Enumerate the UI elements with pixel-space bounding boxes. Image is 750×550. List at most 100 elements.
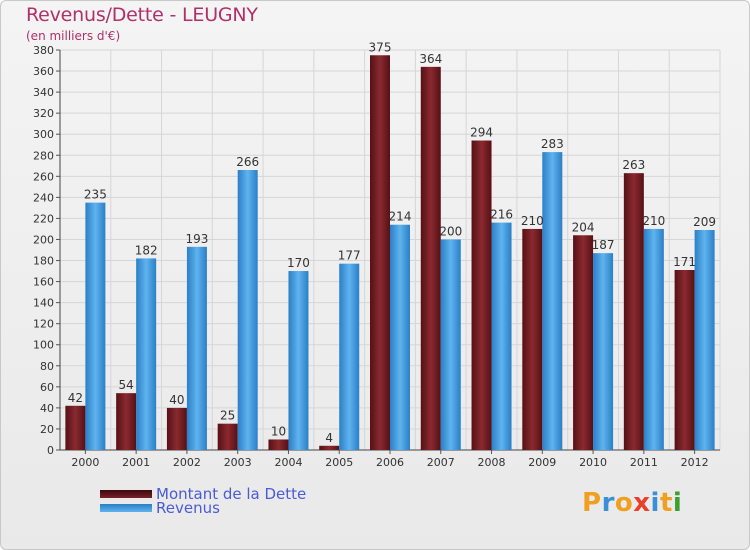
y-tick-label: 200 xyxy=(33,233,54,246)
legend-swatch-revenus xyxy=(100,504,152,512)
data-label-revenus: 187 xyxy=(592,238,615,252)
bar-dette xyxy=(420,66,441,450)
y-tick-label: 120 xyxy=(33,318,54,331)
bar-dette xyxy=(217,423,238,450)
bar-revenus xyxy=(237,170,258,450)
x-tick-label: 2003 xyxy=(224,456,252,469)
bar-dette xyxy=(116,393,137,450)
bar-revenus xyxy=(85,202,106,450)
data-label-dette: 42 xyxy=(68,391,83,405)
bar-revenus xyxy=(491,222,512,450)
chart-subtitle: (en milliers d'€) xyxy=(26,29,121,43)
data-label-revenus: 200 xyxy=(439,224,462,238)
x-tick-label: 2004 xyxy=(274,456,302,469)
legend-swatch-dette xyxy=(100,490,152,498)
bars xyxy=(65,55,715,451)
bar-dette xyxy=(674,270,695,450)
bar-dette xyxy=(166,407,187,450)
data-label-revenus: 193 xyxy=(185,232,208,246)
y-tick-label: 20 xyxy=(40,423,54,436)
data-label-revenus: 209 xyxy=(693,215,716,229)
data-label-revenus: 182 xyxy=(135,243,158,257)
data-label-dette: 171 xyxy=(673,255,696,269)
x-tick-label: 2000 xyxy=(71,456,99,469)
x-tick-label: 2007 xyxy=(427,456,455,469)
logo-letter: r xyxy=(601,488,615,518)
bar-revenus xyxy=(440,239,461,450)
x-tick-label: 2002 xyxy=(173,456,201,469)
bar-revenus xyxy=(593,253,614,450)
y-tick-label: 60 xyxy=(40,381,54,394)
data-label-revenus: 214 xyxy=(389,210,412,224)
logo-letter: i xyxy=(650,488,660,518)
data-label-revenus: 177 xyxy=(338,249,361,263)
bar-revenus xyxy=(288,271,309,450)
bar-revenus xyxy=(186,246,207,450)
logo-letter: x xyxy=(633,488,651,518)
data-label-revenus: 210 xyxy=(642,214,665,228)
y-tick-label: 40 xyxy=(40,402,54,415)
bar-dette xyxy=(623,173,644,450)
data-label-dette: 10 xyxy=(271,424,286,438)
bar-dette xyxy=(522,228,543,450)
data-label-dette: 204 xyxy=(572,220,595,234)
data-label-revenus: 216 xyxy=(490,208,513,222)
x-tick-label: 2008 xyxy=(478,456,506,469)
y-tick-label: 300 xyxy=(33,128,54,141)
legend-label-dette: Montant de la Dette xyxy=(156,485,307,503)
data-label-revenus: 235 xyxy=(84,188,107,202)
y-tick-label: 160 xyxy=(33,276,54,289)
y-tick-label: 380 xyxy=(33,44,54,57)
y-tick-label: 320 xyxy=(33,107,54,120)
proxiti-logo: Proxiti xyxy=(582,488,682,518)
bar-dette xyxy=(65,405,86,450)
bar-revenus xyxy=(694,230,715,450)
data-label-dette: 375 xyxy=(369,40,392,54)
data-label-dette: 364 xyxy=(419,52,442,66)
y-tick-label: 180 xyxy=(33,255,54,268)
y-tick-label: 240 xyxy=(33,191,54,204)
x-tick-label: 2009 xyxy=(528,456,556,469)
y-tick-label: 80 xyxy=(40,360,54,373)
bar-revenus xyxy=(339,263,360,450)
data-label-dette: 25 xyxy=(220,409,235,423)
x-tick-label: 2006 xyxy=(376,456,404,469)
logo-letter: i xyxy=(672,488,683,518)
logo-letter: t xyxy=(659,488,673,518)
data-label-dette: 54 xyxy=(119,378,134,392)
data-labels: 42 235 54 182 40 193 25 266 10 170 4 177 375 214 364 20… xyxy=(68,40,716,445)
data-label-dette: 210 xyxy=(521,214,544,228)
bar-revenus xyxy=(390,224,410,450)
y-tick-label: 260 xyxy=(33,170,54,183)
data-label-dette: 40 xyxy=(169,393,184,407)
bar-dette xyxy=(573,235,594,450)
y-tick-label: 0 xyxy=(47,444,54,457)
y-tick-label: 340 xyxy=(33,86,54,99)
bar-dette xyxy=(268,439,289,450)
y-tick-label: 280 xyxy=(33,149,54,162)
data-label-revenus: 283 xyxy=(541,137,564,151)
bar-dette xyxy=(370,55,390,451)
x-tick-label: 2001 xyxy=(122,456,150,469)
data-label-revenus: 170 xyxy=(287,256,310,270)
data-label-dette: 294 xyxy=(470,126,493,140)
logo-letter: o xyxy=(614,488,634,518)
bar-revenus xyxy=(136,258,157,450)
data-label-revenus: 266 xyxy=(236,155,259,169)
data-label-dette: 263 xyxy=(622,158,645,172)
legend-item-revenus: Revenus xyxy=(100,499,220,517)
x-tick-label: 2005 xyxy=(325,456,353,469)
x-tick-label: 2012 xyxy=(681,456,709,469)
y-tick-label: 100 xyxy=(33,339,54,352)
data-label-dette: 4 xyxy=(325,431,333,445)
bar-revenus xyxy=(542,152,563,450)
bar-revenus xyxy=(643,228,664,450)
legend-item-dette: Montant de la Dette xyxy=(100,485,307,503)
x-tick-label: 2010 xyxy=(579,456,607,469)
bar-dette xyxy=(471,140,492,451)
x-tick-label: 2011 xyxy=(630,456,658,469)
y-tick-label: 360 xyxy=(33,65,54,78)
logo-letter: P xyxy=(582,488,602,518)
legend-label-revenus: Revenus xyxy=(156,499,220,517)
